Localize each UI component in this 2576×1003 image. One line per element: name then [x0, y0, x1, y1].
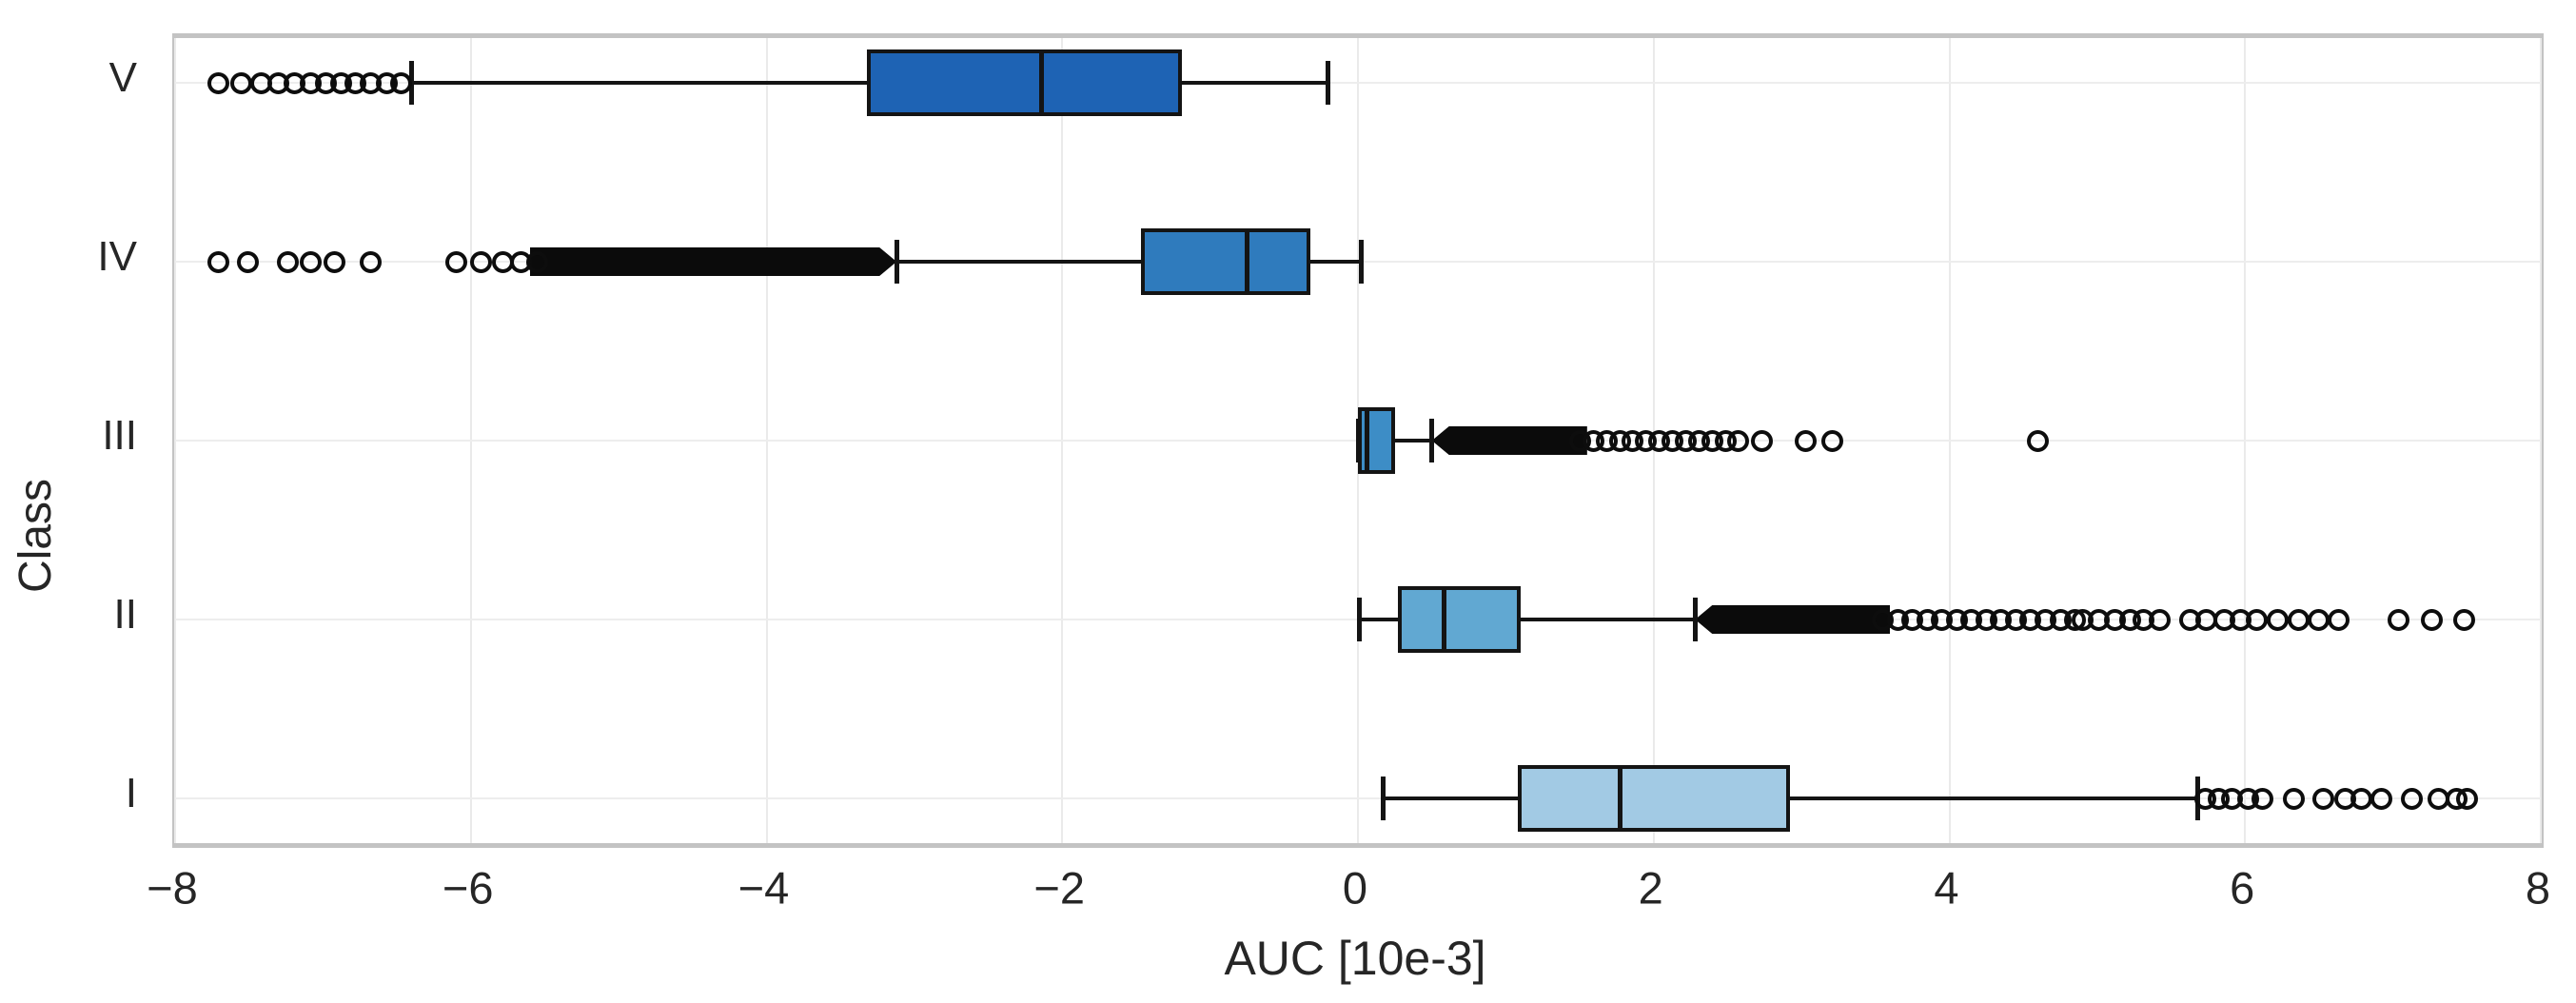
y-tick-label-III: III: [102, 412, 137, 459]
outlier-point-II: [2388, 608, 2410, 631]
x-tick-label: −2: [1033, 862, 1086, 914]
y-axis-label: Class: [10, 478, 61, 594]
whisker-high-IV: [1310, 260, 1362, 264]
y-tick-label-II: II: [113, 591, 137, 638]
box-IV: [1140, 228, 1311, 295]
box-III: [1358, 407, 1395, 474]
median-I: [1617, 765, 1622, 832]
outlier-point-V: [230, 71, 253, 94]
median-II: [1441, 586, 1446, 653]
gridline-horizontal: [175, 82, 2541, 84]
whisker-low-II: [1359, 618, 1398, 621]
y-tick-label-I: I: [125, 770, 137, 816]
box-II: [1397, 586, 1521, 653]
box-I: [1517, 765, 1790, 832]
median-V: [1038, 49, 1044, 116]
x-tick-label: −6: [442, 862, 494, 914]
y-tick-label-V: V: [108, 54, 137, 101]
outlier-point-III: [1726, 429, 1749, 452]
outlier-point-IV: [324, 250, 346, 273]
whisker-high-III: [1394, 439, 1432, 442]
outlier-point-II: [2327, 608, 2350, 631]
outlier-point-I: [2401, 787, 2424, 810]
outlier-point-IV: [444, 250, 467, 273]
outlier-point-IV: [236, 250, 259, 273]
outlier-point-IV: [300, 250, 323, 273]
y-tick-label-IV: IV: [97, 233, 137, 280]
outlier-point-I: [2252, 787, 2274, 810]
whisker-cap-high-V: [1326, 61, 1331, 105]
plot-area: [172, 33, 2544, 848]
whisker-low-I: [1383, 796, 1518, 800]
x-tick-label: 0: [1342, 862, 1368, 914]
box-V: [867, 49, 1183, 116]
median-III: [1364, 407, 1369, 474]
outlier-point-II: [2420, 608, 2443, 631]
outlier-point-I: [2283, 787, 2306, 810]
outlier-point-III: [2027, 429, 2050, 452]
whisker-high-I: [1789, 796, 2198, 800]
outlier-point-II: [2266, 608, 2289, 631]
outlier-point-IV: [206, 250, 229, 273]
x-tick-label: −4: [737, 862, 790, 914]
x-tick-label: −8: [147, 862, 198, 914]
outlier-point-II: [2148, 608, 2171, 631]
outlier-point-I: [2455, 787, 2478, 810]
outlier-point-I: [2312, 787, 2335, 810]
outlier-point-III: [1750, 429, 1773, 452]
outlier-point-V: [390, 71, 413, 94]
whisker-cap-low-II: [1357, 598, 1363, 641]
whisker-cap-low-IV: [894, 240, 899, 284]
gridline-vertical: [2540, 38, 2542, 843]
outlier-point-III: [1795, 429, 1818, 452]
dense-outlier-cluster-II: [1695, 605, 1891, 634]
x-tick-label: 4: [1934, 862, 1959, 914]
x-tick-label: 8: [2525, 862, 2551, 914]
dense-outlier-cluster-IV: [530, 247, 896, 276]
outlier-point-IV: [359, 250, 382, 273]
whisker-cap-low-I: [1380, 777, 1386, 820]
outlier-point-I: [2370, 787, 2392, 810]
whisker-high-V: [1182, 81, 1328, 85]
outlier-point-II: [2287, 608, 2310, 631]
median-IV: [1244, 228, 1249, 295]
dense-outlier-cluster-III: [1431, 426, 1587, 455]
outlier-point-IV: [526, 250, 549, 273]
outlier-point-II: [2308, 608, 2330, 631]
whisker-cap-high-IV: [1358, 240, 1364, 284]
whisker-cap-high-II: [1692, 598, 1698, 641]
x-tick-label: 6: [2230, 862, 2255, 914]
outlier-point-IV: [470, 250, 493, 273]
x-tick-label: 2: [1638, 862, 1663, 914]
outlier-point-II: [2246, 608, 2269, 631]
whisker-low-IV: [896, 260, 1141, 264]
outlier-point-II: [2452, 608, 2475, 631]
x-axis-label: AUC [10e-3]: [1224, 932, 1486, 985]
gridline-horizontal: [175, 797, 2541, 799]
outlier-point-V: [206, 71, 229, 94]
outlier-point-III: [1821, 429, 1844, 452]
whisker-low-V: [411, 81, 868, 85]
whisker-cap-high-III: [1429, 419, 1435, 462]
outlier-point-IV: [276, 250, 299, 273]
whisker-high-II: [1520, 618, 1696, 621]
